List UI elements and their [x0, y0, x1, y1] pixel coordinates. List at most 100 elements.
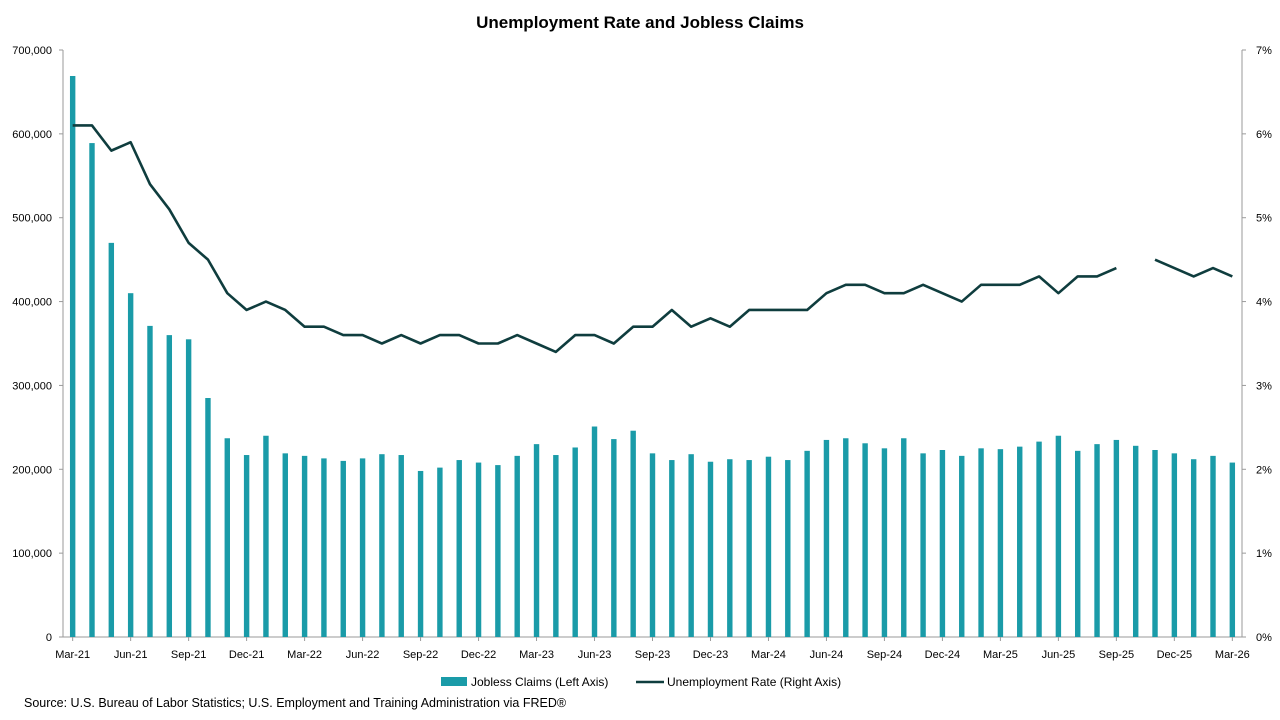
bar-jobless-claims: [823, 439, 830, 637]
chart-title: Unemployment Rate and Jobless Claims: [476, 13, 804, 32]
bar-jobless-claims: [843, 438, 849, 637]
left-tick-label: 0: [46, 632, 52, 644]
bar-jobless-claims: [804, 450, 810, 637]
x-tick-label: Dec-22: [461, 649, 496, 661]
bar-jobless-claims: [669, 460, 675, 637]
bar-jobless-claims: [727, 459, 733, 637]
bar-jobless-claims: [127, 293, 134, 637]
left-tick-label: 600,000: [12, 129, 52, 141]
bar-jobless-claims: [959, 455, 965, 637]
bar-jobless-claims: [1113, 439, 1120, 637]
bar-jobless-claims: [166, 335, 173, 637]
bar-jobless-claims: [495, 465, 501, 637]
x-tick-label: Dec-25: [1157, 649, 1192, 661]
x-tick-label: Sep-25: [1099, 649, 1134, 661]
right-tick-label: 2%: [1256, 464, 1272, 476]
x-tick-label: Dec-23: [693, 649, 728, 661]
bar-jobless-claims: [1075, 450, 1081, 637]
bar-jobless-claims: [707, 461, 714, 637]
bar-jobless-claims: [263, 435, 269, 637]
bar-jobless-claims: [533, 444, 540, 637]
x-tick-label: Mar-26: [1215, 649, 1250, 661]
bar-jobless-claims: [939, 449, 946, 637]
bar-jobless-claims: [243, 455, 250, 637]
bar-jobless-claims: [359, 458, 366, 637]
bar-jobless-claims: [1152, 449, 1158, 637]
x-tick-label: Mar-24: [751, 649, 786, 661]
right-tick-label: 4%: [1256, 297, 1272, 309]
bar-jobless-claims: [514, 455, 520, 637]
bar-jobless-claims: [1055, 435, 1062, 637]
bar-jobless-claims: [1210, 455, 1216, 637]
bar-jobless-claims: [553, 455, 559, 637]
bar-jobless-claims: [456, 460, 462, 637]
bar-jobless-claims: [920, 453, 926, 637]
x-tick-label: Dec-21: [229, 649, 264, 661]
x-tick-label: Sep-23: [635, 649, 670, 661]
bar-jobless-claims: [69, 75, 76, 637]
bar-jobless-claims: [185, 339, 192, 637]
bar-jobless-claims: [89, 143, 95, 637]
bar-jobless-claims: [340, 460, 346, 637]
bar-jobless-claims: [1094, 444, 1100, 637]
bar-jobless-claims: [649, 453, 656, 637]
bar-jobless-claims: [1017, 446, 1023, 637]
bar-jobless-claims: [785, 460, 791, 637]
right-tick-label: 5%: [1256, 213, 1272, 225]
right-tick-label: 1%: [1256, 548, 1272, 560]
bar-jobless-claims: [398, 455, 404, 637]
legend-swatch-jobless-claims: [441, 677, 467, 686]
x-tick-label: Mar-25: [983, 649, 1018, 661]
bar-jobless-claims: [1132, 445, 1139, 637]
source-note: Source: U.S. Bureau of Labor Statistics;…: [24, 696, 567, 710]
x-tick-label: Mar-21: [55, 649, 90, 661]
bar-jobless-claims: [108, 242, 115, 637]
x-tick-label: Sep-24: [867, 649, 902, 661]
bar-jobless-claims: [978, 448, 984, 637]
bar-jobless-claims: [1229, 462, 1236, 637]
bar-jobless-claims: [282, 453, 288, 637]
left-tick-label: 400,000: [12, 297, 52, 309]
bar-jobless-claims: [1190, 459, 1197, 637]
bar-jobless-claims: [301, 455, 308, 637]
bar-jobless-claims: [630, 430, 636, 637]
right-tick-label: 0%: [1256, 632, 1272, 644]
bar-jobless-claims: [1036, 441, 1042, 637]
right-tick-label: 7%: [1256, 45, 1272, 57]
bar-jobless-claims: [997, 449, 1004, 637]
x-tick-label: Jun-24: [810, 649, 844, 661]
x-tick-label: Mar-22: [287, 649, 322, 661]
left-tick-label: 300,000: [12, 380, 52, 392]
x-tick-label: Jun-23: [578, 649, 612, 661]
bar-jobless-claims: [1171, 453, 1178, 637]
x-tick-label: Sep-22: [403, 649, 438, 661]
right-tick-label: 3%: [1256, 380, 1272, 392]
bar-jobless-claims: [901, 438, 907, 637]
left-tick-label: 100,000: [12, 548, 52, 560]
legend-label-unemployment-rate: Unemployment Rate (Right Axis): [667, 675, 841, 689]
x-tick-label: Mar-23: [519, 649, 554, 661]
bar-jobless-claims: [321, 458, 327, 637]
bar-jobless-claims: [746, 460, 752, 637]
x-tick-label: Sep-21: [171, 649, 206, 661]
bar-jobless-claims: [881, 448, 888, 637]
bar-jobless-claims: [862, 443, 868, 637]
right-tick-label: 6%: [1256, 129, 1272, 141]
left-tick-label: 500,000: [12, 213, 52, 225]
x-tick-label: Dec-24: [925, 649, 960, 661]
x-tick-label: Jun-21: [114, 649, 148, 661]
bar-jobless-claims: [475, 462, 482, 637]
left-tick-label: 200,000: [12, 464, 52, 476]
bar-jobless-claims: [379, 454, 385, 637]
x-tick-label: Jun-22: [346, 649, 380, 661]
bar-jobless-claims: [147, 325, 153, 637]
bar-jobless-claims: [611, 439, 617, 637]
x-tick-label: Jun-25: [1042, 649, 1076, 661]
legend-label-jobless-claims: Jobless Claims (Left Axis): [471, 675, 608, 689]
line-unemployment-rate: [72, 124, 1233, 354]
bar-jobless-claims: [224, 438, 230, 637]
left-tick-label: 700,000: [12, 45, 52, 57]
bar-jobless-claims: [591, 426, 598, 637]
bar-jobless-claims: [205, 398, 211, 637]
